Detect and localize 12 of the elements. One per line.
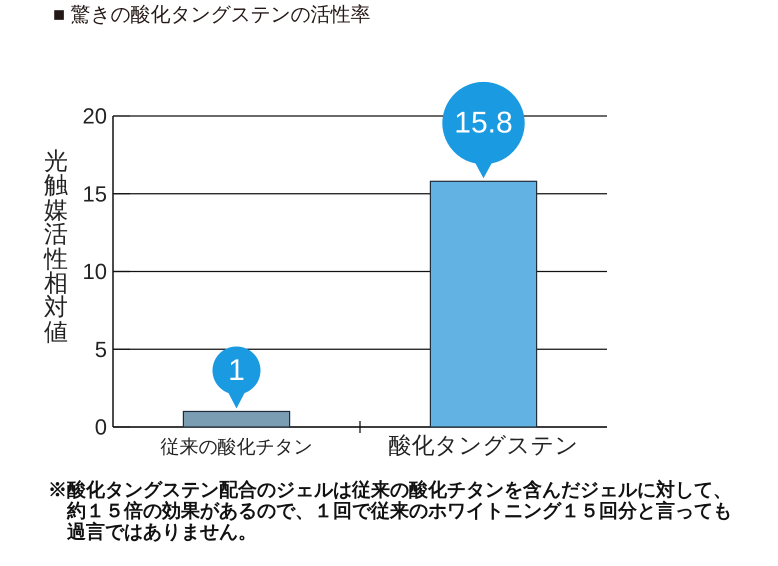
- y-tick-label: 10: [82, 259, 107, 284]
- y-tick-label: 15: [82, 181, 107, 206]
- x-tick-label: 従来の酸化チタン: [160, 437, 312, 458]
- data-label: 15.8: [454, 106, 513, 140]
- y-tick-label: 20: [82, 104, 107, 128]
- y-axis-title: 光触媒活性相対値: [44, 148, 69, 346]
- x-tick-label: 酸化タングステン: [388, 432, 578, 458]
- data-label: 1: [228, 354, 245, 387]
- chart-title: ■ 驚きの酸化タングステンの活性率: [53, 4, 371, 26]
- text: ※酸化タングステン配合のジェルは従来の酸化チタンを含んだジェルに対して、約１５倍の効果があるので、１回で従来のホワイトニング１５回分と言っても過言ではありません。: [48, 480, 733, 543]
- y-tick-label: 5: [94, 336, 107, 362]
- y-tick-label: 0: [94, 414, 107, 440]
